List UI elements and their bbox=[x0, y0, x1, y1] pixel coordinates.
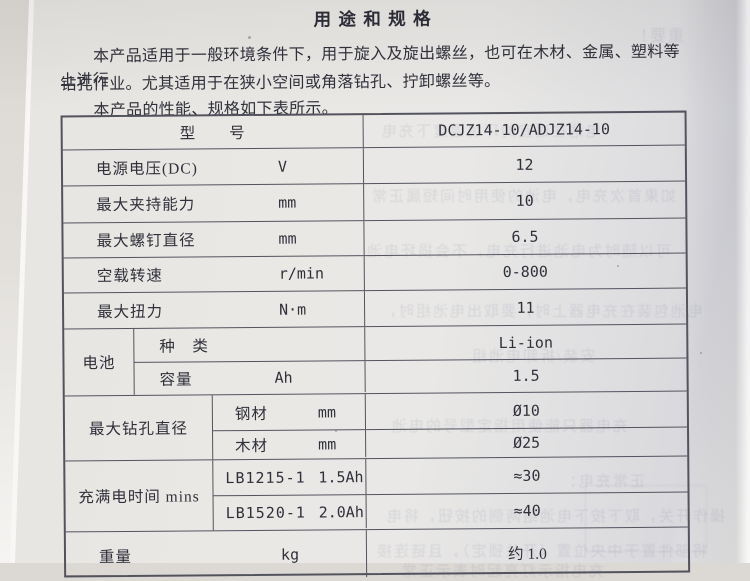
charge-pack2-value: ≈40 bbox=[513, 501, 541, 520]
cell-charge-pack1-value: ≈30 bbox=[366, 457, 687, 495]
charge-pack1-capacity: 1.5Ah bbox=[318, 467, 364, 486]
model-value: DCJZ14-10/ADJZ14-10 bbox=[438, 120, 611, 140]
row-model: 型 号 DCJZ14-10/ADJZ14-10 bbox=[62, 112, 685, 151]
drill-group-label-cell: 最大钻孔直径 bbox=[64, 395, 214, 461]
dust-speck bbox=[248, 36, 251, 39]
drill-steel-label: 钢材 bbox=[234, 405, 268, 423]
cell-speed-label: 空载转速 r/min bbox=[63, 256, 365, 293]
torque-label: 最大扭力 bbox=[97, 303, 164, 321]
cell-clamp-label: 最大夹持能力 mm bbox=[63, 184, 365, 223]
cell-charge-pack2-label: LB1520-1 2.0Ah bbox=[213, 495, 367, 530]
cell-clamp-value: 10 bbox=[364, 182, 685, 221]
group-drill: 最大钻孔直径 钢材 mm Ø10 木材 mm bbox=[64, 391, 688, 462]
battery-group-label-cell: 电池 bbox=[64, 328, 135, 396]
row-charge-pack1: LB1215-1 1.5Ah ≈30 bbox=[213, 456, 688, 497]
drill-wood-unit: mm bbox=[318, 434, 337, 454]
cell-screw-value: 6.5 bbox=[364, 219, 685, 256]
printed-content: 用 途 和 规 格 本产品适用于一般环境条件下，用于旋入及旋出螺丝，也可在木材、… bbox=[60, 8, 691, 580]
drill-wood-value: Ø25 bbox=[513, 433, 541, 452]
torque-unit: N·m bbox=[278, 300, 307, 319]
group-battery: 电池 种 类 Li-ion 容量 Ah 1. bbox=[64, 324, 687, 397]
cell-battery-type-value: Li-ion bbox=[365, 325, 686, 361]
battery-group-label: 电池 bbox=[82, 355, 116, 373]
cell-voltage-label: 电源电压(DC) V bbox=[62, 148, 365, 186]
charge-subrows: LB1215-1 1.5Ah ≈30 LB1520-1 2.0Ah ≈40 bbox=[213, 456, 688, 531]
charge-group-label-cell: 充满电时间 mins bbox=[65, 460, 214, 532]
row-drill-wood: 木材 mm Ø25 bbox=[213, 428, 687, 459]
battery-capacity-label: 容量 bbox=[159, 371, 193, 389]
group-charge: 充满电时间 mins LB1215-1 1.5Ah ≈30 LB1520-1 2… bbox=[65, 456, 688, 533]
screw-label: 最大螺钉直径 bbox=[96, 232, 196, 251]
battery-subrows: 种 类 Li-ion 容量 Ah 1.5 bbox=[134, 324, 687, 395]
row-voltage: 电源电压(DC) V 12 bbox=[62, 145, 686, 187]
cell-battery-capacity-label: 容量 Ah bbox=[134, 361, 366, 395]
intro-line-2: 钻孔作业。尤其适用于在狭小空间或角落钻孔、拧卸螺丝等。 bbox=[60, 73, 501, 94]
speed-label: 空载转速 bbox=[96, 267, 163, 286]
drill-steel-value: Ø10 bbox=[512, 401, 540, 420]
cell-voltage-value: 12 bbox=[364, 146, 685, 184]
dust-speck bbox=[617, 265, 619, 267]
battery-type-label: 种 类 bbox=[159, 337, 209, 356]
drill-wood-label: 木材 bbox=[235, 437, 269, 455]
weight-unit: kg bbox=[280, 545, 300, 564]
cell-speed-value: 0-800 bbox=[365, 254, 686, 291]
cell-torque-label: 最大扭力 N·m bbox=[63, 291, 366, 329]
voltage-unit: V bbox=[277, 157, 288, 176]
row-drill-steel: 钢材 mm Ø10 bbox=[212, 391, 688, 432]
clamp-label: 最大夹持能力 bbox=[96, 196, 196, 215]
screw-unit: mm bbox=[278, 229, 297, 248]
drill-subrows: 钢材 mm Ø10 木材 mm Ø25 bbox=[212, 391, 688, 460]
torque-value: 11 bbox=[516, 298, 535, 317]
voltage-label: 电源电压(DC) bbox=[95, 159, 198, 178]
row-screw: 最大螺钉直径 mm 6.5 bbox=[63, 218, 686, 259]
row-speed: 空载转速 r/min 0-800 bbox=[63, 253, 686, 294]
cell-model-label: 型 号 bbox=[62, 115, 364, 150]
battery-type-value: Li-ion bbox=[498, 333, 554, 352]
spec-table: 型 号 DCJZ14-10/ADJZ14-10 电源电压(DC) V 12 最大… bbox=[60, 110, 691, 580]
row-torque: 最大扭力 N·m 11 bbox=[63, 288, 687, 330]
clamp-unit: mm bbox=[278, 193, 297, 212]
charge-pack2-label: LB1520-1 bbox=[225, 503, 306, 522]
voltage-value: 12 bbox=[515, 155, 534, 174]
charge-pack1-value: ≈30 bbox=[513, 466, 541, 485]
cell-screw-label: 最大螺钉直径 mm bbox=[63, 221, 365, 258]
battery-capacity-unit: Ah bbox=[274, 368, 293, 387]
speed-unit: r/min bbox=[278, 264, 325, 283]
paper-background bbox=[15, 0, 750, 563]
cell-battery-type-label: 种 类 bbox=[134, 327, 366, 362]
cell-torque-value: 11 bbox=[365, 289, 686, 327]
cell-drill-wood-value: Ø25 bbox=[366, 428, 687, 458]
charge-pack1-label: LB1215-1 bbox=[225, 468, 306, 487]
row-clamp: 最大夹持能力 mm 10 bbox=[63, 181, 686, 224]
cell-weight-label: 重量 kg bbox=[65, 530, 368, 580]
charge-group-label: 充满电时间 mins bbox=[78, 488, 200, 507]
cell-drill-wood-label: 木材 mm bbox=[213, 430, 367, 459]
row-charge-pack2: LB1520-1 2.0Ah ≈40 bbox=[213, 493, 688, 530]
cell-drill-steel-label: 钢材 mm bbox=[212, 394, 367, 431]
cell-model-value: DCJZ14-10/ADJZ14-10 bbox=[364, 113, 685, 148]
page-title: 用 途 和 规 格 bbox=[313, 8, 433, 30]
row-weight: 重量 kg 约 1.0 bbox=[65, 528, 688, 580]
cell-charge-pack2-value: ≈40 bbox=[367, 493, 688, 529]
cell-battery-capacity-value: 1.5 bbox=[365, 359, 686, 393]
dust-speck bbox=[335, 430, 337, 432]
clamp-value: 10 bbox=[515, 191, 534, 210]
weight-value: 约 1.0 bbox=[508, 545, 547, 563]
charge-pack2-capacity: 2.0Ah bbox=[318, 502, 364, 522]
battery-capacity-value: 1.5 bbox=[512, 366, 540, 385]
drill-group-label: 最大钻孔直径 bbox=[88, 420, 189, 439]
model-label: 型 号 bbox=[179, 125, 246, 143]
row-battery-type: 种 类 Li-ion bbox=[134, 324, 687, 363]
weight-label: 重量 bbox=[98, 548, 133, 566]
cell-charge-pack1-label: LB1215-1 1.5Ah bbox=[213, 459, 367, 496]
screw-value: 6.5 bbox=[511, 227, 539, 246]
cell-drill-steel-value: Ø10 bbox=[366, 392, 687, 430]
speed-value: 0-800 bbox=[502, 262, 548, 281]
cell-weight-value: 约 1.0 bbox=[367, 528, 688, 578]
drill-steel-unit: mm bbox=[317, 402, 337, 421]
row-battery-capacity: 容量 Ah 1.5 bbox=[134, 359, 686, 395]
